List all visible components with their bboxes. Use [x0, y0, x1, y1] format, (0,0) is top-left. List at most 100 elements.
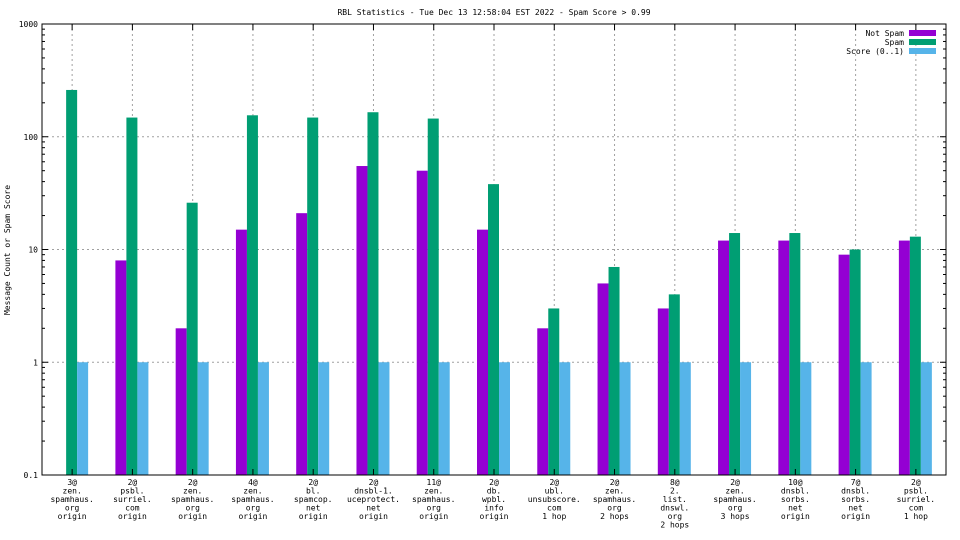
x-tick-label: 8@ [670, 478, 680, 487]
bar-not-spam [175, 328, 187, 475]
x-tick-label: 2@ [369, 478, 379, 487]
x-tick-label: surriel. [897, 495, 936, 504]
bar-not-spam [296, 213, 308, 475]
x-tick-label: zen. [183, 487, 202, 496]
x-tick-label: origin [58, 512, 87, 521]
bar-not-spam [537, 328, 549, 475]
bar-score-0-1 [257, 362, 269, 475]
bar-spam [608, 266, 620, 475]
bar-score-0-1 [77, 362, 89, 475]
x-tick-label: spamhaus. [231, 495, 274, 504]
x-tick-label: org [246, 504, 261, 513]
x-tick-label: spamhaus. [50, 495, 93, 504]
legend-label: Spam [885, 38, 904, 47]
x-tick-label: 2. [670, 487, 680, 496]
bar-not-spam [356, 166, 368, 475]
x-tick-label: psbl. [904, 487, 928, 496]
bar-score-0-1 [740, 362, 752, 475]
y-tick-label: 10 [28, 246, 38, 255]
x-tick-label: dnswl. [660, 504, 689, 513]
bar-spam [909, 236, 921, 475]
y-tick-label: 0.1 [24, 471, 39, 480]
y-tick-label: 1 [33, 358, 38, 367]
bar-score-0-1 [378, 362, 390, 475]
legend-swatch [909, 30, 936, 36]
bar-not-spam [416, 170, 428, 475]
bar-not-spam [838, 254, 850, 475]
bar-not-spam [898, 240, 910, 475]
x-tick-label: info [484, 504, 503, 513]
bar-spam [66, 89, 78, 475]
x-tick-label: spamhaus. [713, 495, 756, 504]
bar-spam [849, 249, 861, 475]
bar-spam [126, 117, 138, 476]
x-tick-label: zen. [725, 487, 744, 496]
x-tick-label: 4@ [248, 478, 258, 487]
bar-score-0-1 [920, 362, 932, 475]
x-tick-label: origin [299, 512, 328, 521]
y-ticks: 0.1 1 10 100 1000 [19, 20, 946, 480]
bar-spam [729, 233, 741, 475]
bar-score-0-1 [860, 362, 872, 475]
y-tick-label: 100 [24, 133, 39, 142]
x-tick-label: 2@ [308, 478, 318, 487]
bar-score-0-1 [137, 362, 149, 475]
x-tick-label: 1 hop [904, 512, 928, 521]
x-tick-label: 1 hop [542, 512, 566, 521]
x-tick-label: origin [359, 512, 388, 521]
x-tick-label: spamhaus. [412, 495, 455, 504]
x-tick-label: uceprotect. [347, 495, 400, 504]
bar-spam [307, 117, 319, 476]
bar-score-0-1 [438, 362, 450, 475]
x-tick-label: ubl. [545, 487, 564, 496]
x-tick-label: 2 hops [660, 521, 689, 530]
bar-not-spam [115, 260, 127, 475]
y-axis-label: Message Count or Spam Score [3, 185, 12, 315]
x-tick-label: 3 hops [721, 512, 750, 521]
x-tick-label: origin [781, 512, 810, 521]
x-tick-label: zen. [63, 487, 82, 496]
x-tick-label: dnsbl. [841, 487, 870, 496]
bar-score-0-1 [559, 362, 571, 475]
x-tick-label: dnsbl-1. [354, 487, 393, 496]
bar-score-0-1 [499, 362, 510, 475]
x-tick-label: com [909, 504, 924, 513]
bar-spam [668, 294, 680, 475]
x-tick-label: org [668, 512, 683, 521]
bar-score-0-1 [800, 362, 812, 475]
x-tick-label: zen. [243, 487, 262, 496]
bar-not-spam [235, 229, 247, 475]
bar-score-0-1 [197, 362, 209, 475]
x-tick-label: 2@ [128, 478, 138, 487]
y-tick-label: 1000 [19, 20, 38, 29]
x-tick-label: sorbs. [781, 495, 810, 504]
x-tick-label: 10@ [788, 478, 803, 487]
bar-not-spam [778, 240, 790, 475]
x-tick-label: org [185, 504, 200, 513]
x-tick-label: sorbs. [841, 495, 870, 504]
legend-label: Score (0..1) [846, 47, 904, 56]
x-tick-label: unsubscore. [528, 495, 581, 504]
x-tick-label: 2 hops [600, 512, 629, 521]
x-tick-label: origin [480, 512, 509, 521]
legend-swatch [909, 39, 936, 45]
legend-label: Not Spam [865, 29, 904, 38]
bar-not-spam [718, 240, 730, 475]
bar-spam [548, 308, 560, 475]
x-tick-label: 2@ [549, 478, 559, 487]
bar-spam [789, 233, 801, 475]
x-tick-label: com [125, 504, 140, 513]
x-tick-label: 2@ [188, 478, 198, 487]
bar-spam [488, 184, 499, 475]
bar-score-0-1 [679, 362, 691, 475]
bar-spam [246, 115, 258, 475]
x-tick-label: net [366, 504, 381, 513]
x-tick-label: origin [841, 512, 870, 521]
bar-spam [367, 112, 379, 475]
x-tick-label: spamcop. [294, 495, 333, 504]
x-tick-label: origin [118, 512, 147, 521]
x-tick-label: net [788, 504, 803, 513]
x-tick-label: bl. [306, 487, 320, 496]
